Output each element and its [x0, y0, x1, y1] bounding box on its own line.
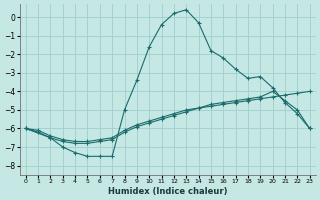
X-axis label: Humidex (Indice chaleur): Humidex (Indice chaleur) — [108, 187, 228, 196]
